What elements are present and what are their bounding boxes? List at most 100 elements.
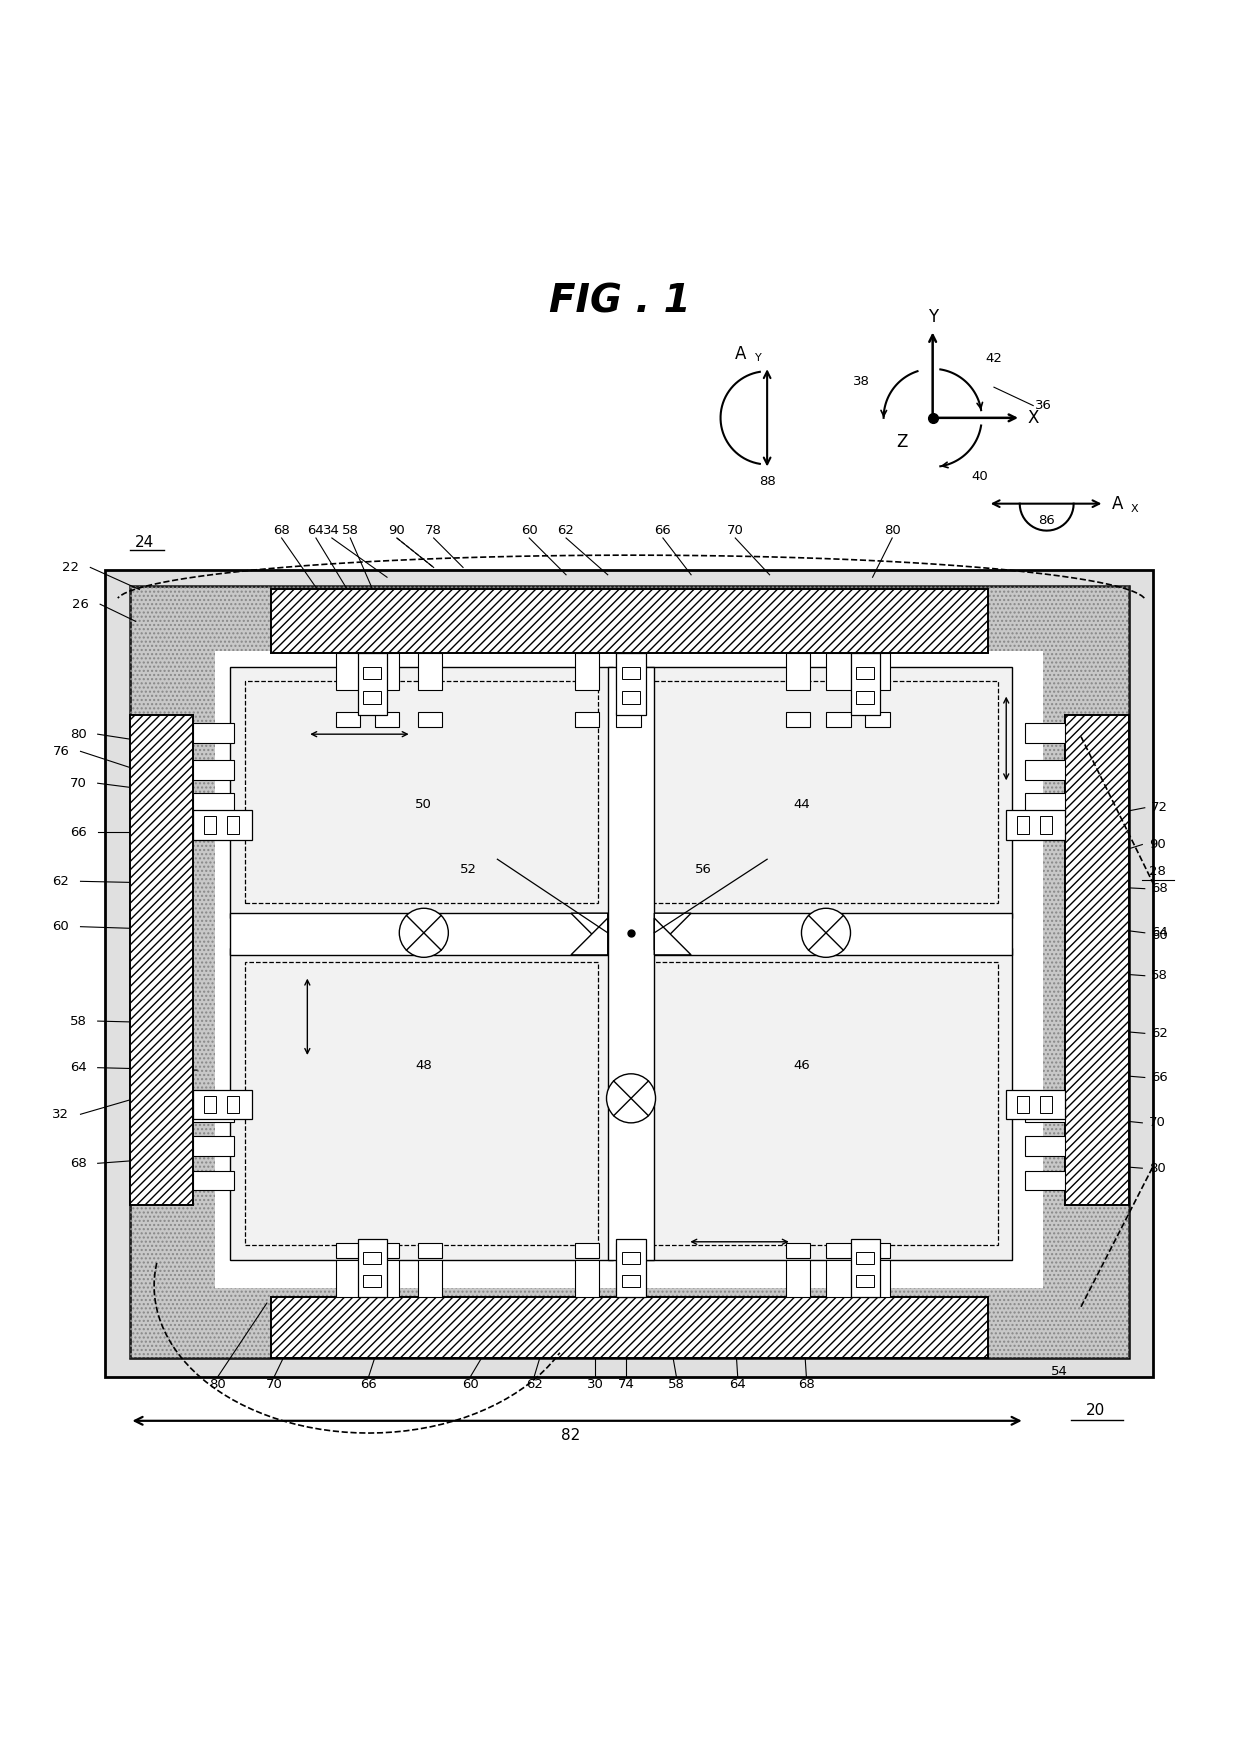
Bar — [616, 1260, 641, 1297]
Text: FIG . 1: FIG . 1 — [549, 282, 691, 321]
Text: 66: 66 — [361, 1377, 377, 1391]
Bar — [270, 1297, 988, 1358]
Bar — [826, 1243, 851, 1258]
Bar — [374, 654, 399, 690]
Bar — [193, 1089, 252, 1119]
Bar — [616, 1239, 646, 1297]
Bar — [1065, 715, 1128, 1204]
Bar — [244, 682, 598, 903]
Text: 30: 30 — [587, 1377, 604, 1391]
Bar — [616, 713, 641, 727]
Bar — [193, 760, 234, 779]
Polygon shape — [570, 919, 608, 955]
Polygon shape — [655, 919, 691, 955]
Bar — [630, 668, 1012, 919]
Bar — [826, 1260, 851, 1297]
Text: 80: 80 — [210, 1377, 226, 1391]
Text: 62: 62 — [52, 875, 69, 887]
Text: 88: 88 — [759, 476, 775, 488]
Bar — [336, 1260, 360, 1297]
Text: 80: 80 — [884, 525, 900, 537]
Bar — [574, 1260, 599, 1297]
Bar — [231, 668, 613, 919]
Text: 60: 60 — [1151, 929, 1168, 941]
Bar — [857, 1251, 874, 1264]
Text: A: A — [734, 345, 745, 363]
Bar — [193, 723, 234, 743]
Text: 60: 60 — [52, 920, 69, 933]
Text: 70: 70 — [1148, 1116, 1166, 1129]
Bar — [231, 948, 613, 1260]
Bar — [574, 713, 599, 727]
Text: 24: 24 — [135, 535, 154, 551]
Bar — [129, 586, 1128, 1358]
Bar — [1040, 1096, 1052, 1114]
Bar — [785, 654, 810, 690]
Bar — [244, 962, 598, 1246]
Text: 70: 70 — [727, 525, 744, 537]
Bar — [785, 713, 810, 727]
Bar — [616, 1243, 641, 1258]
Circle shape — [399, 908, 449, 957]
Text: 54: 54 — [1050, 1365, 1068, 1379]
Text: 46: 46 — [794, 1058, 810, 1072]
Text: 44: 44 — [794, 798, 810, 810]
Bar — [231, 913, 1012, 955]
Bar — [1024, 1136, 1065, 1156]
Bar — [1024, 760, 1065, 779]
Text: 50: 50 — [415, 798, 433, 810]
Circle shape — [801, 908, 851, 957]
Bar — [857, 692, 874, 704]
Bar — [866, 1260, 890, 1297]
Bar — [622, 1276, 640, 1286]
Bar — [851, 654, 880, 715]
Bar — [336, 654, 360, 690]
Text: 34: 34 — [324, 525, 340, 537]
Bar — [270, 589, 988, 654]
Text: 62: 62 — [558, 525, 574, 537]
Bar — [1017, 1096, 1029, 1114]
Bar — [785, 1260, 810, 1297]
Bar — [129, 715, 193, 1204]
Bar — [826, 713, 851, 727]
Text: 32: 32 — [52, 1109, 69, 1121]
Bar — [608, 668, 655, 1260]
Text: 64: 64 — [729, 1377, 746, 1391]
Bar — [1006, 810, 1065, 840]
Text: 60: 60 — [463, 1377, 479, 1391]
Bar — [418, 1260, 443, 1297]
Bar — [1024, 723, 1065, 743]
Bar — [851, 1239, 880, 1297]
Bar — [645, 962, 998, 1246]
Text: 74: 74 — [618, 1377, 635, 1391]
Text: Z: Z — [897, 434, 908, 451]
Text: 58: 58 — [69, 1014, 87, 1028]
Bar — [1006, 1089, 1065, 1119]
Bar — [363, 692, 381, 704]
Bar — [374, 1243, 399, 1258]
Text: 68: 68 — [273, 525, 290, 537]
Text: 48: 48 — [415, 1058, 433, 1072]
Polygon shape — [570, 913, 608, 950]
Text: 68: 68 — [69, 1157, 87, 1170]
Bar — [336, 1243, 360, 1258]
Bar — [622, 1251, 640, 1264]
Text: 58: 58 — [1151, 969, 1168, 983]
Bar — [1017, 816, 1029, 833]
Text: 80: 80 — [1148, 1163, 1166, 1175]
Bar — [616, 654, 646, 715]
Bar — [1024, 1171, 1065, 1190]
Bar — [363, 1276, 381, 1286]
Text: 68: 68 — [1151, 882, 1168, 896]
Bar — [193, 1102, 234, 1122]
Bar — [630, 948, 1012, 1260]
Text: 60: 60 — [521, 525, 538, 537]
Text: 58: 58 — [342, 525, 358, 537]
Bar — [357, 1239, 387, 1297]
Text: 64: 64 — [1151, 926, 1168, 939]
Text: 64: 64 — [308, 525, 325, 537]
Bar — [418, 713, 443, 727]
Bar — [866, 713, 890, 727]
Text: 38: 38 — [853, 375, 870, 387]
Text: 66: 66 — [69, 826, 87, 838]
